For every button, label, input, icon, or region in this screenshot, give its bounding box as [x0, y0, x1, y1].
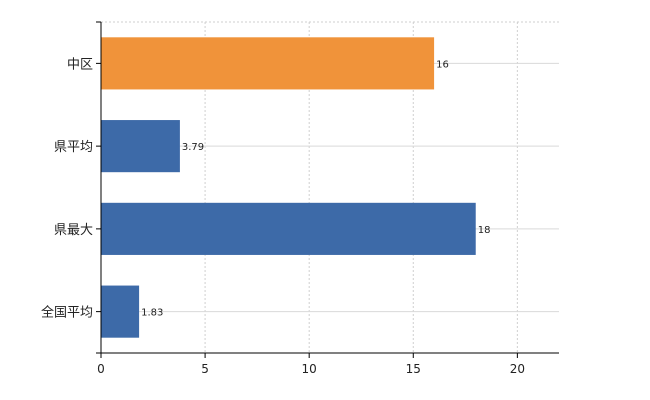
- data-label-2: 18: [478, 225, 491, 236]
- category-label-3: 全国平均: [41, 305, 93, 321]
- data-label-1: 3.79: [182, 142, 204, 153]
- bar-3: [101, 285, 140, 338]
- bar-1: [101, 120, 180, 173]
- category-label-1: 県平均: [54, 140, 93, 155]
- bar-2: [101, 202, 476, 255]
- bar-0: [101, 37, 435, 90]
- x-tick-label-3: 15: [406, 362, 421, 376]
- x-tick-label-1: 5: [201, 362, 209, 376]
- data-label-0: 16: [436, 59, 449, 70]
- x-tick-label-2: 10: [302, 362, 317, 376]
- x-tick-label-4: 20: [510, 362, 525, 376]
- category-label-2: 県最大: [54, 223, 93, 238]
- category-label-0: 中区: [67, 57, 93, 72]
- data-label-3: 1.83: [141, 308, 163, 319]
- x-tick-label-0: 0: [97, 362, 105, 376]
